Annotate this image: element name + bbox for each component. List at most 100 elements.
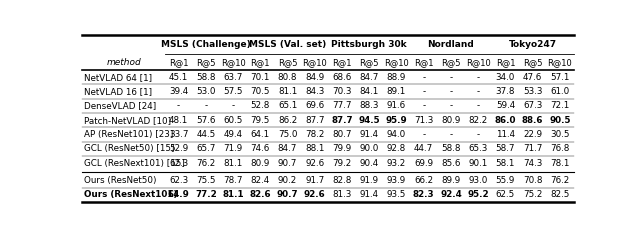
Text: 53.0: 53.0 <box>196 87 216 96</box>
Text: 90.4: 90.4 <box>360 159 379 168</box>
Text: -: - <box>422 73 426 82</box>
Text: -: - <box>477 130 480 139</box>
Text: 58.1: 58.1 <box>496 159 515 168</box>
Text: NetVLAD 64 [1]: NetVLAD 64 [1] <box>84 73 152 82</box>
Text: MSLS (Challenge): MSLS (Challenge) <box>161 40 251 49</box>
Text: 94.5: 94.5 <box>358 116 380 125</box>
Text: -: - <box>449 87 452 96</box>
Text: 76.2: 76.2 <box>550 176 570 185</box>
Text: 74.3: 74.3 <box>523 159 542 168</box>
Text: 61.0: 61.0 <box>550 87 570 96</box>
Text: AP (ResNet101) [23]: AP (ResNet101) [23] <box>84 130 174 139</box>
Text: 47.6: 47.6 <box>523 73 542 82</box>
Text: 86.2: 86.2 <box>278 116 297 125</box>
Text: 70.3: 70.3 <box>332 87 352 96</box>
Text: 80.9: 80.9 <box>251 159 270 168</box>
Text: 84.9: 84.9 <box>305 73 324 82</box>
Text: Tokyo247: Tokyo247 <box>509 40 557 49</box>
Text: 22.9: 22.9 <box>523 130 542 139</box>
Text: 93.9: 93.9 <box>387 176 406 185</box>
Text: 84.7: 84.7 <box>278 144 297 153</box>
Text: 92.8: 92.8 <box>387 144 406 153</box>
Text: 64.9: 64.9 <box>168 190 189 199</box>
Text: 11.4: 11.4 <box>496 130 515 139</box>
Text: 30.5: 30.5 <box>550 130 570 139</box>
Text: 91.4: 91.4 <box>360 190 379 199</box>
Text: -: - <box>477 87 480 96</box>
Text: 82.3: 82.3 <box>413 190 435 199</box>
Text: 90.5: 90.5 <box>549 116 571 125</box>
Text: 39.4: 39.4 <box>169 87 188 96</box>
Text: R@10: R@10 <box>466 58 491 67</box>
Text: -: - <box>477 101 480 110</box>
Text: 85.6: 85.6 <box>441 159 461 168</box>
Text: 82.8: 82.8 <box>332 176 352 185</box>
Text: 80.7: 80.7 <box>332 130 352 139</box>
Text: 78.2: 78.2 <box>305 130 324 139</box>
Text: 88.3: 88.3 <box>360 101 379 110</box>
Text: 60.5: 60.5 <box>223 116 243 125</box>
Text: Ours (ResNext101): Ours (ResNext101) <box>84 190 178 199</box>
Text: 82.2: 82.2 <box>468 116 488 125</box>
Text: 69.6: 69.6 <box>305 101 324 110</box>
Text: 88.9: 88.9 <box>387 73 406 82</box>
Text: DenseVLAD [24]: DenseVLAD [24] <box>84 101 157 110</box>
Text: 72.1: 72.1 <box>550 101 570 110</box>
Text: 63.7: 63.7 <box>223 73 243 82</box>
Text: 55.9: 55.9 <box>496 176 515 185</box>
Text: 70.1: 70.1 <box>251 73 270 82</box>
Text: 58.8: 58.8 <box>441 144 461 153</box>
Text: 86.0: 86.0 <box>495 116 516 125</box>
Text: Nordland: Nordland <box>428 40 474 49</box>
Text: 82.4: 82.4 <box>251 176 270 185</box>
Text: 48.1: 48.1 <box>169 116 188 125</box>
Text: 93.5: 93.5 <box>387 190 406 199</box>
Text: 71.9: 71.9 <box>223 144 243 153</box>
Text: 90.2: 90.2 <box>278 176 297 185</box>
Text: 81.1: 81.1 <box>278 87 297 96</box>
Text: 92.6: 92.6 <box>304 190 326 199</box>
Text: R@1: R@1 <box>495 58 515 67</box>
Text: 91.4: 91.4 <box>360 130 379 139</box>
Text: 53.3: 53.3 <box>523 87 543 96</box>
Text: 93.0: 93.0 <box>468 176 488 185</box>
Text: 87.7: 87.7 <box>305 116 324 125</box>
Text: 93.2: 93.2 <box>387 159 406 168</box>
Text: -: - <box>232 101 235 110</box>
Text: 81.3: 81.3 <box>332 190 352 199</box>
Text: 71.3: 71.3 <box>414 116 433 125</box>
Text: 75.2: 75.2 <box>523 190 542 199</box>
Text: 45.1: 45.1 <box>169 73 188 82</box>
Text: GCL (ResNext101) [15]: GCL (ResNext101) [15] <box>84 159 186 168</box>
Text: 37.8: 37.8 <box>495 87 515 96</box>
Text: R@5: R@5 <box>360 58 379 67</box>
Text: 59.4: 59.4 <box>496 101 515 110</box>
Text: -: - <box>449 101 452 110</box>
Text: 84.1: 84.1 <box>360 87 379 96</box>
Text: NetVLAD 16 [1]: NetVLAD 16 [1] <box>84 87 152 96</box>
Text: -: - <box>422 130 426 139</box>
Text: -: - <box>204 101 207 110</box>
Text: 94.0: 94.0 <box>387 130 406 139</box>
Text: 92.4: 92.4 <box>440 190 462 199</box>
Text: R@5: R@5 <box>523 58 543 67</box>
Text: 65.1: 65.1 <box>278 101 297 110</box>
Text: method: method <box>106 58 141 67</box>
Text: 75.5: 75.5 <box>196 176 216 185</box>
Text: 89.1: 89.1 <box>387 87 406 96</box>
Text: 67.3: 67.3 <box>523 101 542 110</box>
Text: R@5: R@5 <box>278 58 298 67</box>
Text: 66.2: 66.2 <box>414 176 433 185</box>
Text: 52.9: 52.9 <box>169 144 188 153</box>
Text: 70.8: 70.8 <box>523 176 543 185</box>
Text: 91.7: 91.7 <box>305 176 324 185</box>
Text: 77.7: 77.7 <box>332 101 352 110</box>
Text: 76.8: 76.8 <box>550 144 570 153</box>
Text: 75.0: 75.0 <box>278 130 298 139</box>
Text: 57.6: 57.6 <box>196 116 216 125</box>
Text: 44.7: 44.7 <box>414 144 433 153</box>
Text: 34.0: 34.0 <box>496 73 515 82</box>
Text: 81.1: 81.1 <box>222 190 244 199</box>
Text: 95.2: 95.2 <box>467 190 489 199</box>
Text: 87.7: 87.7 <box>331 116 353 125</box>
